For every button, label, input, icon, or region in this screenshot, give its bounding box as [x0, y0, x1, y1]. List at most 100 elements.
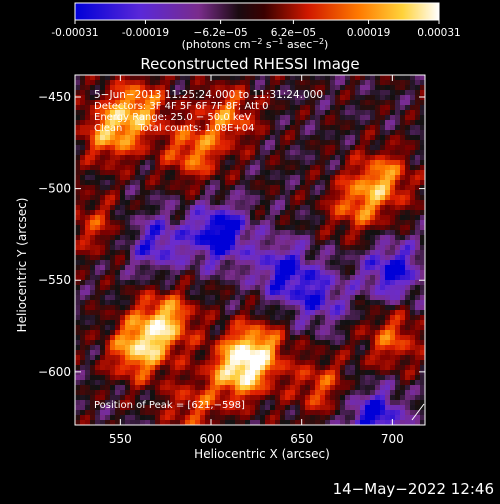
heatmap-cell: [145, 110, 151, 116]
heatmap-cell: [80, 255, 86, 261]
heatmap-cell: [325, 350, 331, 356]
heatmap-cell: [265, 240, 271, 246]
heatmap-cell: [305, 320, 311, 326]
heatmap-cell: [230, 85, 236, 91]
heatmap-cell: [235, 290, 241, 296]
heatmap-cell: [95, 150, 101, 156]
heatmap-cell: [130, 295, 136, 301]
heatmap-cell: [90, 290, 96, 296]
heatmap-cell: [210, 285, 216, 291]
heatmap-cell: [315, 280, 321, 286]
heatmap-cell: [235, 260, 241, 266]
heatmap-cell: [375, 280, 381, 286]
heatmap-cell: [355, 345, 361, 351]
heatmap-cell: [250, 170, 256, 176]
heatmap-cell: [135, 380, 141, 386]
heatmap-cell: [245, 350, 251, 356]
heatmap-cell: [350, 340, 356, 346]
heatmap-cell: [180, 260, 186, 266]
heatmap-cell: [415, 370, 421, 376]
heatmap-cell: [335, 100, 341, 106]
heatmap-cell: [275, 360, 281, 366]
heatmap-cell: [310, 190, 316, 196]
heatmap-cell: [245, 305, 251, 311]
heatmap-cell: [390, 170, 396, 176]
heatmap-cell: [150, 145, 156, 151]
heatmap-cell: [210, 225, 216, 231]
heatmap-cell: [365, 185, 371, 191]
heatmap-cell: [115, 375, 121, 381]
heatmap-cell: [370, 125, 376, 131]
heatmap-cell: [275, 115, 281, 121]
heatmap-cell: [235, 225, 241, 231]
heatmap-cell: [205, 110, 211, 116]
heatmap-cell: [190, 280, 196, 286]
heatmap-cell: [210, 355, 216, 361]
heatmap-cell: [95, 255, 101, 261]
heatmap-cell: [395, 405, 401, 411]
heatmap-cell: [385, 315, 391, 321]
heatmap-cell: [360, 340, 366, 346]
heatmap-cell: [80, 345, 86, 351]
heatmap-cell: [105, 255, 111, 261]
heatmap-cell: [305, 185, 311, 191]
heatmap-cell: [405, 320, 411, 326]
heatmap-cell: [145, 415, 151, 421]
heatmap-cell: [255, 380, 261, 386]
heatmap-cell: [310, 405, 316, 411]
heatmap-cell: [350, 345, 356, 351]
heatmap-cell: [365, 75, 371, 81]
heatmap-cell: [90, 360, 96, 366]
heatmap-cell: [185, 400, 191, 406]
heatmap-cell: [120, 240, 126, 246]
heatmap-cell: [105, 135, 111, 141]
heatmap-cell: [215, 200, 221, 206]
heatmap-cell: [180, 235, 186, 241]
heatmap-cell: [345, 250, 351, 256]
heatmap-cell: [210, 300, 216, 306]
heatmap-cell: [280, 315, 286, 321]
heatmap-cell: [75, 370, 81, 376]
heatmap-cell: [100, 255, 106, 261]
heatmap-cell: [290, 220, 296, 226]
heatmap-cell: [235, 410, 241, 416]
heatmap-cell: [380, 415, 386, 421]
heatmap-cell: [80, 250, 86, 256]
heatmap-cell: [135, 200, 141, 206]
heatmap-cell: [145, 205, 151, 211]
heatmap-cell: [230, 240, 236, 246]
heatmap-cell: [345, 75, 351, 81]
heatmap-cell: [255, 345, 261, 351]
heatmap-cell: [100, 205, 106, 211]
heatmap-cell: [370, 375, 376, 381]
heatmap-cell: [305, 90, 311, 96]
heatmap-cell: [85, 220, 91, 226]
heatmap-cell: [80, 315, 86, 321]
heatmap-cell: [170, 345, 176, 351]
heatmap-cell: [335, 225, 341, 231]
heatmap-cell: [395, 390, 401, 396]
heatmap-cell: [265, 170, 271, 176]
heatmap-cell: [110, 125, 116, 131]
heatmap-cell: [180, 120, 186, 126]
heatmap-cell: [260, 195, 266, 201]
heatmap-cell: [405, 105, 411, 111]
heatmap-cell: [350, 375, 356, 381]
heatmap-cell: [325, 200, 331, 206]
heatmap-cell: [105, 85, 111, 91]
heatmap-cell: [180, 330, 186, 336]
heatmap-cell: [255, 250, 261, 256]
heatmap-cell: [160, 295, 166, 301]
heatmap-cell: [385, 280, 391, 286]
heatmap-cell: [155, 120, 161, 126]
heatmap-cell: [150, 250, 156, 256]
heatmap-cell: [85, 85, 91, 91]
heatmap-cell: [160, 370, 166, 376]
heatmap-cell: [255, 365, 261, 371]
heatmap-cell: [340, 255, 346, 261]
heatmap-cell: [415, 420, 421, 425]
heatmap-cell: [180, 255, 186, 261]
heatmap-cell: [90, 415, 96, 421]
heatmap-cell: [365, 160, 371, 166]
heatmap-cell: [410, 260, 416, 266]
